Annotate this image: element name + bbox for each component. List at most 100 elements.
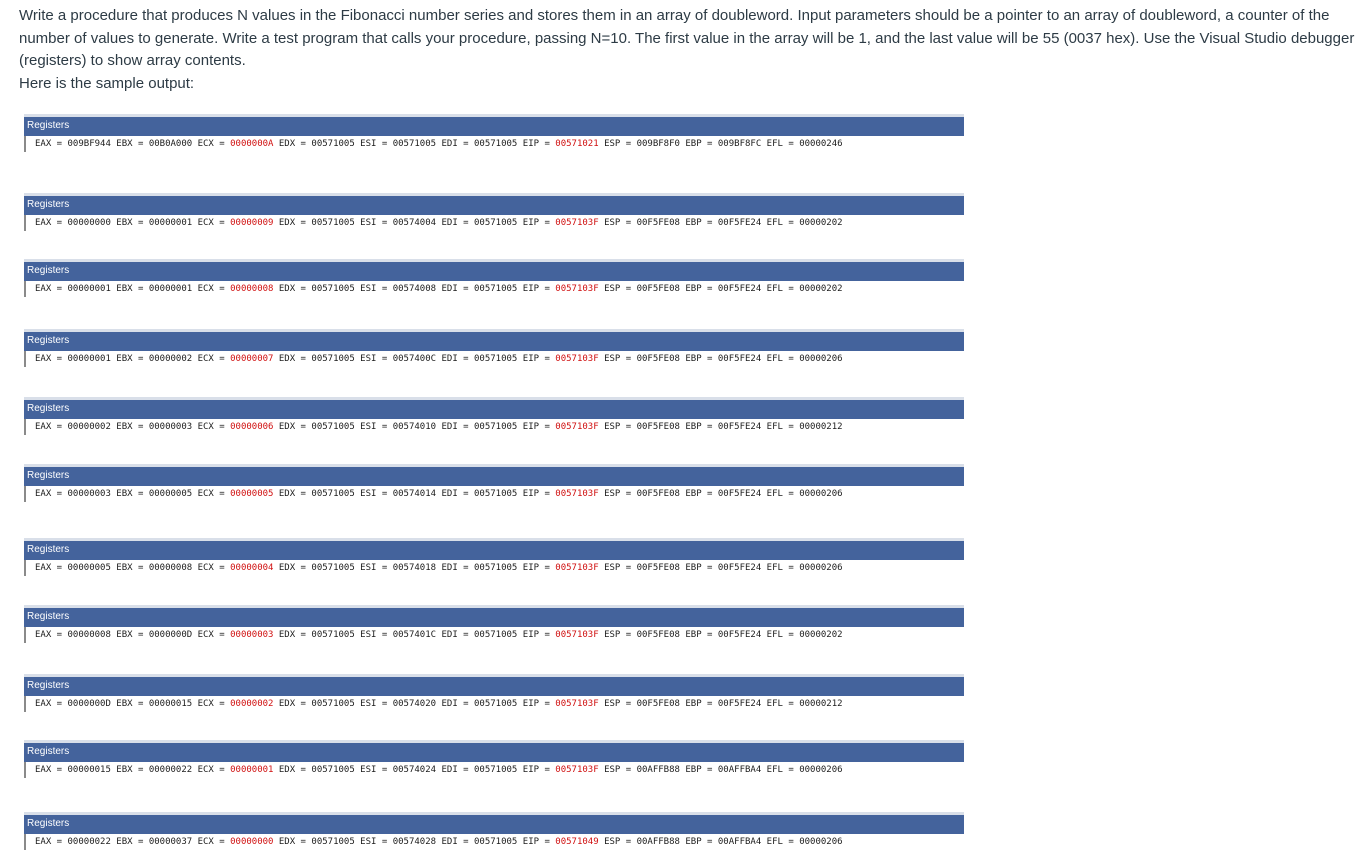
register-name-eax: EAX = — [35, 139, 68, 149]
register-value-edx: 00571005 — [311, 139, 355, 149]
register-name-edi: EDI = — [436, 139, 474, 149]
register-value-esp: 00F5FE08 — [636, 699, 680, 709]
registers-window: Registers EAX = 0000000D EBX = 00000015 E… — [24, 674, 964, 712]
register-value-esp: 00AFFB88 — [636, 837, 680, 847]
register-name-esp: ESP = — [598, 489, 637, 499]
registers-window: Registers EAX = 009BF944 EBX = 00B0A000 E… — [24, 114, 964, 152]
register-value-esp: 00F5FE08 — [636, 354, 680, 364]
register-value-efl: 00000246 — [799, 139, 843, 149]
register-name-ecx: ECX = — [192, 765, 231, 775]
register-values-row: EAX = 00000003 EBX = 00000005 ECX = 0000… — [24, 486, 964, 502]
register-value-eip: 0057103F — [555, 765, 599, 775]
registers-title: Registers — [27, 199, 70, 210]
register-value-ebx: 00000008 — [148, 563, 193, 573]
register-value-ebp: 00F5FE24 — [717, 422, 762, 432]
register-name-eip: EIP = — [517, 563, 556, 573]
register-name-edi: EDI = — [436, 630, 474, 640]
register-name-eax: EAX = — [35, 422, 68, 432]
registers-window: Registers EAX = 00000008 EBX = 0000000D E… — [24, 605, 964, 643]
register-value-ebx: 00000022 — [148, 765, 193, 775]
register-value-eip: 0057103F — [555, 489, 599, 499]
register-value-esi: 00574008 — [392, 284, 437, 294]
register-value-ebx: 00000002 — [148, 354, 193, 364]
register-name-ebp: EBP = — [679, 489, 718, 499]
registers-title-bar: Registers — [24, 329, 964, 351]
registers-window: Registers EAX = 00000000 EBX = 00000001 E… — [24, 193, 964, 231]
register-name-ebp: EBP = — [679, 354, 718, 364]
register-value-edx: 00571005 — [311, 837, 355, 847]
register-value-ecx: 00000007 — [230, 354, 274, 364]
register-name-efl: EFL = — [761, 837, 800, 847]
register-name-edx: EDX = — [273, 284, 312, 294]
register-name-edx: EDX = — [273, 699, 312, 709]
register-name-esp: ESP = — [598, 563, 637, 573]
register-value-ecx: 00000001 — [230, 765, 274, 775]
register-name-efl: EFL = — [761, 630, 800, 640]
register-values-row: EAX = 009BF944 EBX = 00B0A000 ECX = 0000… — [24, 136, 964, 152]
register-value-ecx: 00000002 — [230, 699, 274, 709]
register-value-ecx: 00000004 — [230, 563, 274, 573]
register-value-eip: 0057103F — [555, 354, 599, 364]
register-name-esi: ESI = — [354, 139, 393, 149]
register-values-row: EAX = 00000005 EBX = 00000008 ECX = 0000… — [24, 560, 964, 576]
register-value-ebp: 00AFFBA4 — [717, 837, 762, 847]
registers-window: Registers EAX = 00000005 EBX = 00000008 E… — [24, 538, 964, 576]
register-name-esp: ESP = — [598, 699, 637, 709]
register-name-ebp: EBP = — [679, 699, 718, 709]
intro-line-3: (registers) to show array contents. — [19, 52, 246, 69]
registers-title-bar: Registers — [24, 259, 964, 281]
register-name-ebx: EBX = — [110, 354, 149, 364]
register-value-efl: 00000202 — [799, 218, 843, 228]
register-value-edx: 00571005 — [311, 489, 355, 499]
register-name-esi: ESI = — [354, 699, 393, 709]
register-values-row: EAX = 00000022 EBX = 00000037 ECX = 0000… — [24, 834, 964, 850]
register-value-ebp: 00F5FE24 — [717, 630, 762, 640]
register-name-ebx: EBX = — [110, 765, 149, 775]
register-value-ebp: 00AFFBA4 — [717, 765, 762, 775]
registers-title: Registers — [27, 818, 70, 829]
register-name-eip: EIP = — [517, 139, 556, 149]
register-value-ebp: 00F5FE24 — [717, 218, 762, 228]
registers-title-bar: Registers — [24, 464, 964, 486]
register-value-edx: 00571005 — [311, 699, 355, 709]
register-value-ecx: 00000009 — [230, 218, 274, 228]
register-values-row: EAX = 00000008 EBX = 0000000D ECX = 0000… — [24, 627, 964, 643]
register-value-ebx: 0000000D — [148, 630, 193, 640]
registers-title-bar: Registers — [24, 397, 964, 419]
registers-window: Registers EAX = 00000001 EBX = 00000001 E… — [24, 259, 964, 297]
register-name-ecx: ECX = — [192, 837, 231, 847]
register-value-ebx: 00000001 — [148, 218, 193, 228]
register-name-edi: EDI = — [436, 354, 474, 364]
register-name-eip: EIP = — [517, 284, 556, 294]
register-name-esp: ESP = — [598, 354, 637, 364]
register-name-ebx: EBX = — [110, 563, 149, 573]
intro-line-1: Write a procedure that produces N values… — [19, 7, 1330, 24]
register-name-edi: EDI = — [436, 489, 474, 499]
register-name-edx: EDX = — [273, 139, 312, 149]
registers-title: Registers — [27, 680, 70, 691]
register-value-edi: 00571005 — [474, 699, 518, 709]
register-value-ecx: 00000005 — [230, 489, 274, 499]
register-name-ecx: ECX = — [192, 354, 231, 364]
register-value-edx: 00571005 — [311, 630, 355, 640]
register-value-ebp: 00F5FE24 — [717, 563, 762, 573]
register-name-esi: ESI = — [354, 765, 393, 775]
register-name-edx: EDX = — [273, 422, 312, 432]
register-name-eip: EIP = — [517, 422, 556, 432]
register-value-eax: 00000015 — [67, 765, 111, 775]
register-name-esi: ESI = — [354, 489, 393, 499]
register-name-ecx: ECX = — [192, 563, 231, 573]
register-name-eax: EAX = — [35, 489, 68, 499]
register-values-row: EAX = 00000002 EBX = 00000003 ECX = 0000… — [24, 419, 964, 435]
register-value-eax: 00000002 — [67, 422, 111, 432]
register-value-esi: 00574020 — [392, 699, 437, 709]
register-name-efl: EFL = — [761, 765, 800, 775]
registers-window: Registers EAX = 00000022 EBX = 00000037 E… — [24, 812, 964, 850]
register-name-esi: ESI = — [354, 837, 393, 847]
register-name-ecx: ECX = — [192, 489, 231, 499]
register-name-eip: EIP = — [517, 837, 556, 847]
register-value-efl: 00000212 — [799, 422, 843, 432]
register-name-ebp: EBP = — [679, 563, 718, 573]
register-value-eax: 00000008 — [67, 630, 111, 640]
register-name-ebp: EBP = — [679, 422, 718, 432]
